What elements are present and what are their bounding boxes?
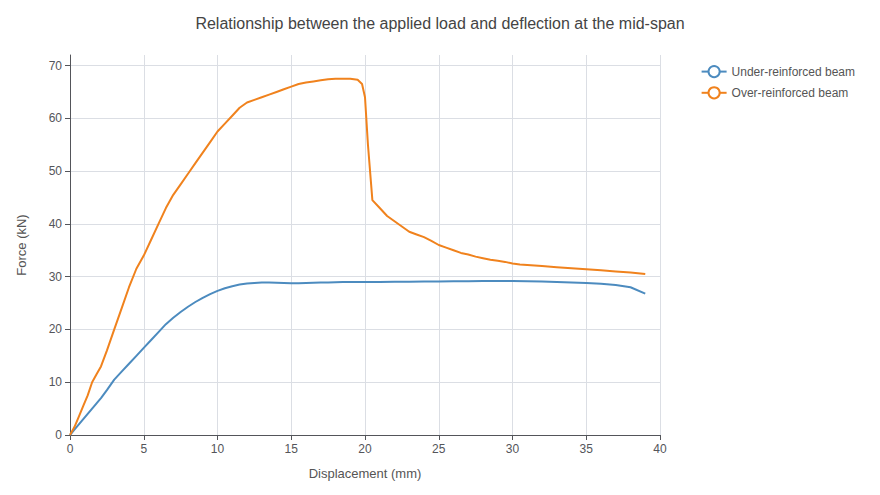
svg-text:30: 30 [49,270,63,284]
svg-text:Under-reinforced beam: Under-reinforced beam [732,65,855,79]
svg-text:5: 5 [140,442,147,456]
svg-text:30: 30 [506,442,520,456]
svg-text:70: 70 [49,59,63,73]
svg-text:35: 35 [580,442,594,456]
svg-text:10: 10 [211,442,225,456]
svg-text:60: 60 [49,111,63,125]
svg-text:40: 40 [49,217,63,231]
svg-text:Displacement (mm): Displacement (mm) [309,466,422,481]
svg-text:25: 25 [432,442,446,456]
svg-text:20: 20 [358,442,372,456]
svg-text:20: 20 [49,322,63,336]
svg-text:15: 15 [285,442,299,456]
svg-text:0: 0 [67,442,74,456]
svg-text:Relationship between the appli: Relationship between the applied load an… [195,15,684,32]
svg-text:10: 10 [49,375,63,389]
svg-text:Force (kN): Force (kN) [14,214,29,275]
svg-text:0: 0 [55,428,62,442]
svg-text:40: 40 [653,442,667,456]
svg-text:50: 50 [49,164,63,178]
svg-text:Over-reinforced beam: Over-reinforced beam [732,86,849,100]
